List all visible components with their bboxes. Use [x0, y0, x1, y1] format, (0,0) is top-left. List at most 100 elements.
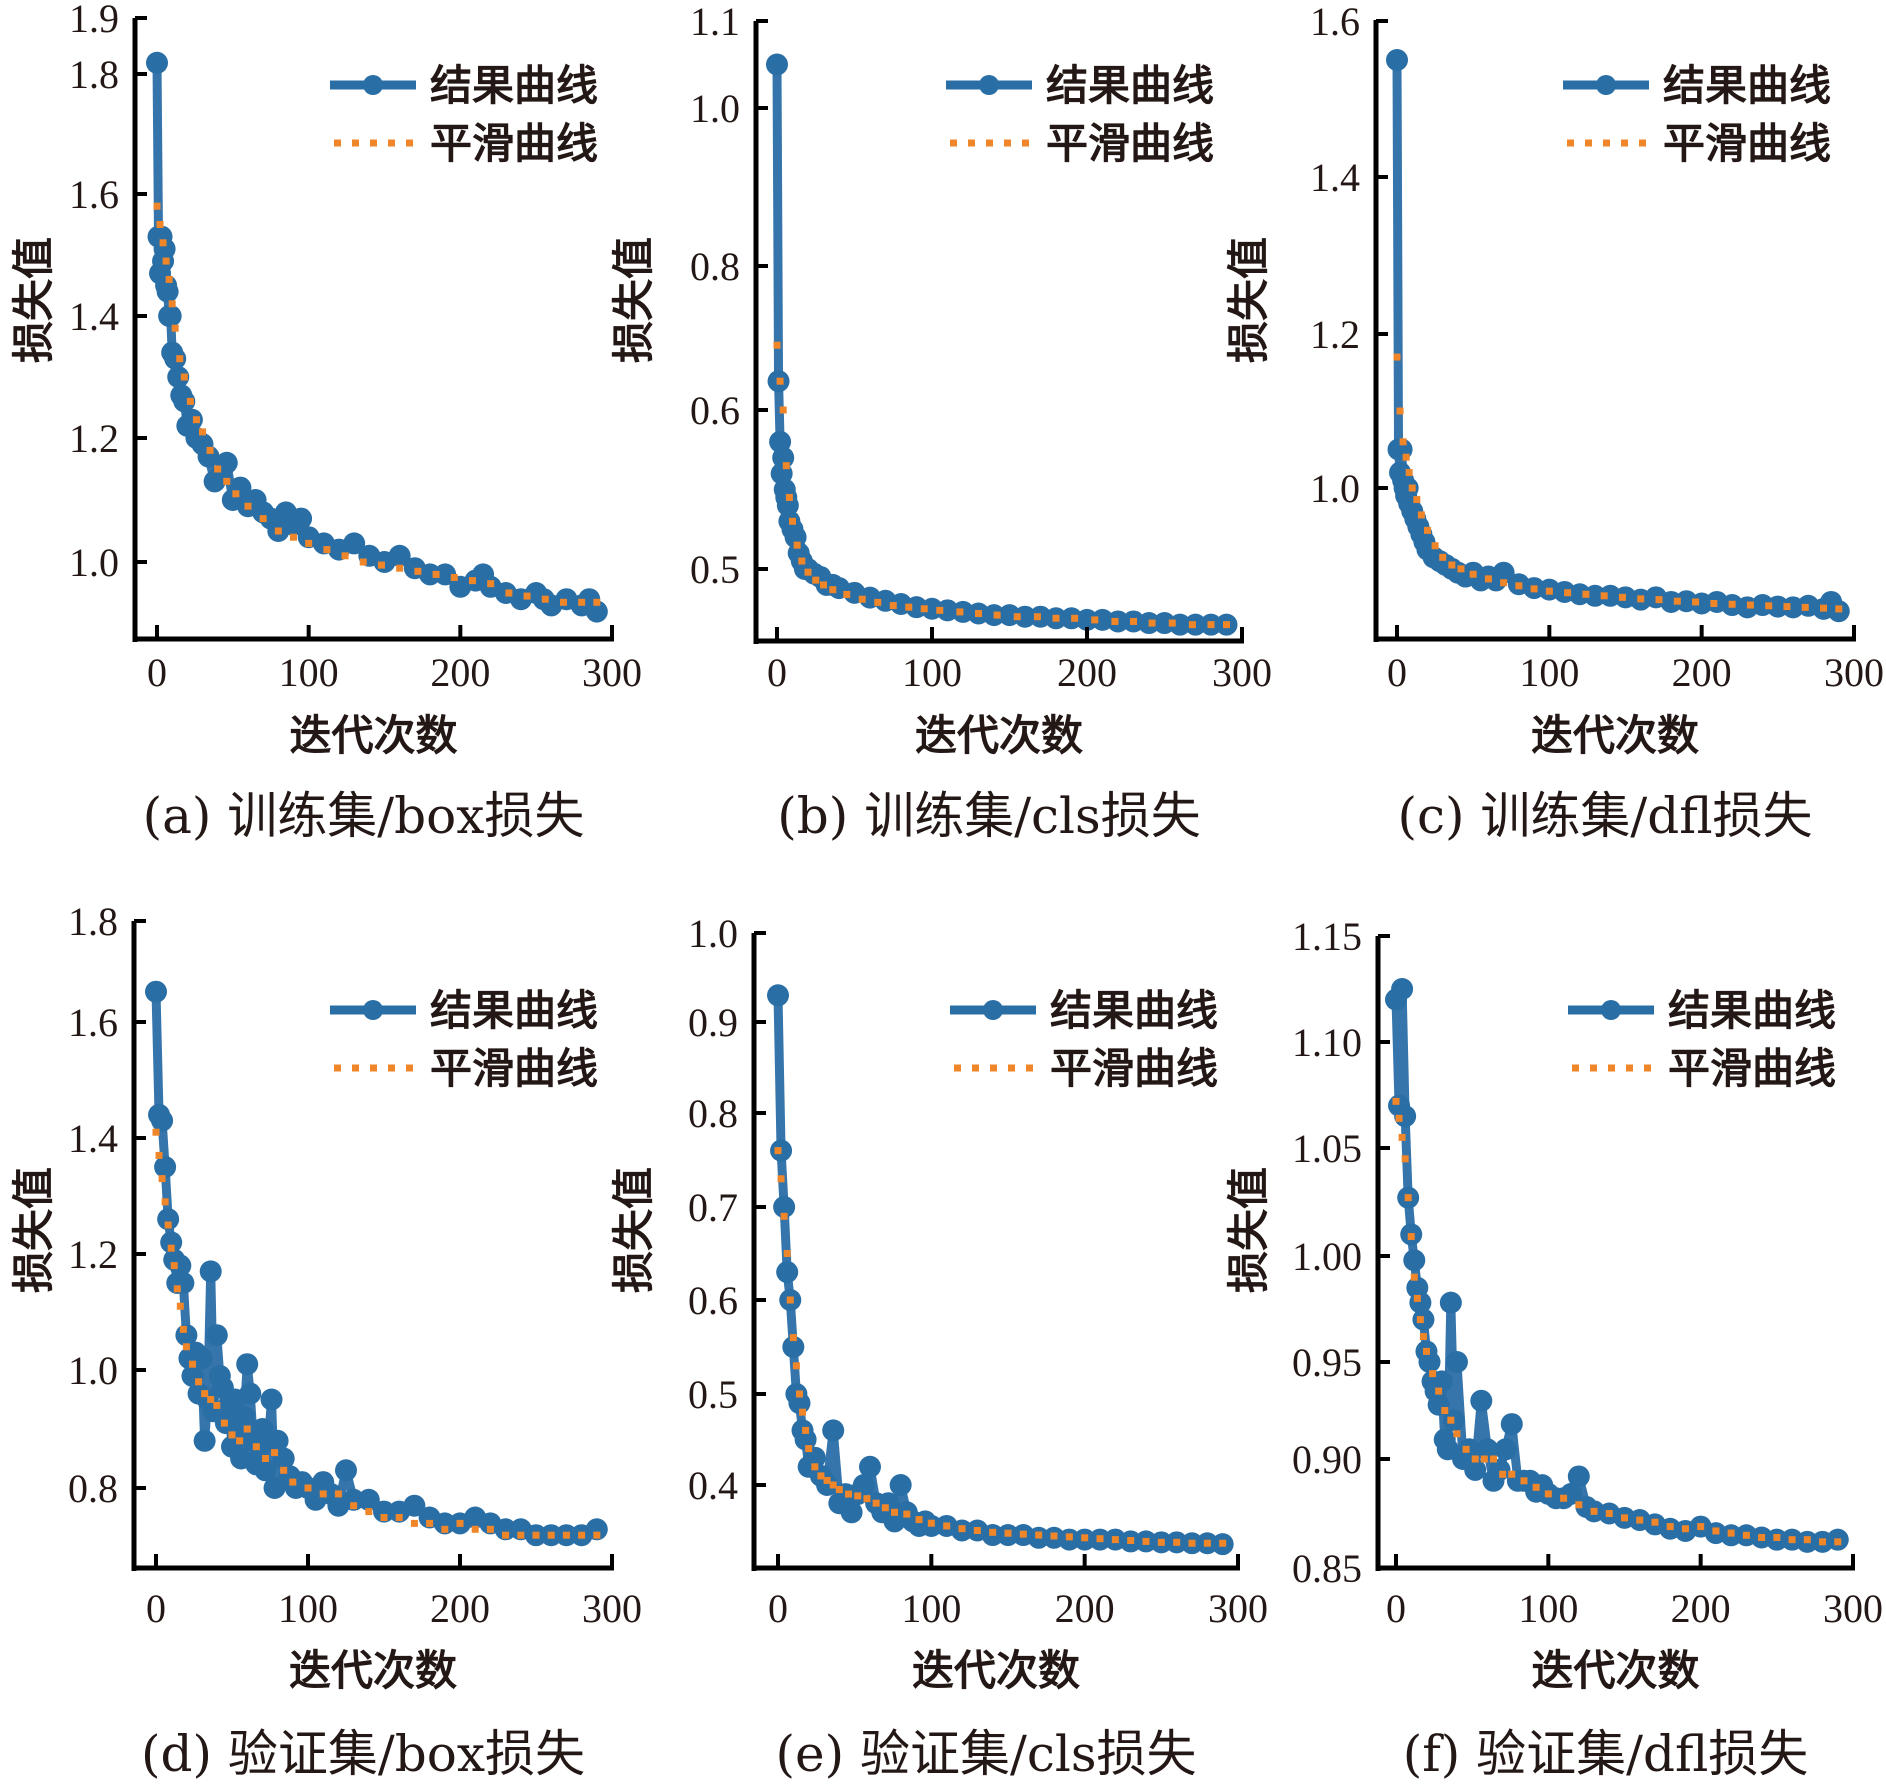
- smooth-point: [774, 1147, 782, 1155]
- smooth-point: [341, 552, 349, 560]
- smooth-point: [811, 1463, 819, 1471]
- smooth-point: [426, 1519, 434, 1527]
- legend-smooth-dot-icon: [972, 1064, 979, 1072]
- panel-caption: (e) 验证集/cls损失: [776, 1725, 1197, 1783]
- x-tick-label: 300: [1824, 650, 1884, 695]
- smooth-point: [1600, 592, 1608, 600]
- result-point: [1445, 1351, 1468, 1373]
- smooth-point: [799, 1408, 807, 1416]
- y-tick-label: 1.9: [69, 0, 119, 41]
- smooth-point: [943, 1522, 951, 1530]
- y-tick-label: 0.5: [688, 1372, 738, 1417]
- x-tick-label: 300: [1208, 1586, 1268, 1631]
- x-tick-label: 200: [1671, 1586, 1731, 1631]
- result-point: [767, 984, 789, 1007]
- result-point: [153, 237, 176, 260]
- y-tick-label: 1.0: [68, 1348, 118, 1393]
- smooth-point: [1417, 511, 1425, 519]
- smooth-point: [547, 1531, 555, 1539]
- smooth-point: [1142, 1537, 1150, 1545]
- result-point: [290, 507, 313, 530]
- smooth-point: [1398, 1133, 1406, 1141]
- smooth-point: [1392, 1097, 1400, 1105]
- x-tick-label: 0: [1387, 650, 1407, 695]
- smooth-point: [179, 1325, 187, 1333]
- smooth-point: [593, 598, 601, 606]
- result-point: [1567, 1465, 1590, 1488]
- result-point: [164, 347, 187, 370]
- result-point: [1492, 561, 1515, 584]
- smooth-point: [167, 1244, 175, 1252]
- legend-smooth-dot-icon: [954, 1064, 961, 1072]
- y-axis-title: 损失值: [9, 1167, 58, 1293]
- smooth-point: [1532, 1483, 1540, 1491]
- result-point: [1391, 978, 1414, 1000]
- smooth-point: [523, 592, 531, 600]
- smooth-point: [789, 517, 796, 525]
- y-axis-title: 损失值: [1224, 237, 1273, 363]
- panel-caption: (c) 训练集/dfl损失: [1397, 787, 1812, 845]
- x-tick-label: 0: [1386, 1586, 1406, 1631]
- smooth-point: [1401, 1155, 1409, 1163]
- result-point: [239, 1382, 262, 1405]
- y-tick-label: 0.6: [688, 1278, 738, 1323]
- legend-result-marker-icon: [1601, 1000, 1621, 1020]
- smooth-point: [1033, 613, 1041, 621]
- smooth-point: [874, 598, 882, 606]
- legend-result-marker-icon: [363, 75, 383, 95]
- y-tick-label: 1.00: [1292, 1234, 1362, 1279]
- smooth-point: [786, 1296, 794, 1304]
- legend-result-marker-icon: [979, 75, 999, 95]
- result-point: [433, 1512, 456, 1535]
- result-point: [822, 1419, 845, 1442]
- legend-result-marker-icon: [983, 1000, 1003, 1020]
- legend-smooth-dot-icon: [1608, 1064, 1615, 1072]
- legend-smooth-dot-icon: [1022, 139, 1029, 147]
- result-point: [889, 1474, 912, 1496]
- result-point: [494, 1518, 517, 1541]
- panel-e: 0.4 0.5 0.6 0.7 0.8 0.9 1.0 0 100 200 300 迭代次数 损失值 (e…: [609, 911, 1268, 1783]
- smooth-point: [395, 1514, 403, 1521]
- legend-smooth-label: 平滑曲线: [1046, 119, 1214, 168]
- y-tick-label: 0.4: [688, 1463, 738, 1508]
- x-tick-label: 100: [902, 650, 962, 695]
- x-tick-label: 100: [278, 1586, 338, 1631]
- x-tick-label: 200: [430, 1586, 490, 1631]
- smooth-point: [1692, 598, 1700, 606]
- y-tick-label: 0.90: [1292, 1437, 1362, 1482]
- legend-result-label: 结果曲线: [430, 986, 598, 1035]
- legend-smooth-dot-icon: [1004, 139, 1011, 147]
- legend-smooth-dot-icon: [990, 1064, 997, 1072]
- result-point: [1439, 1291, 1462, 1314]
- smooth-point: [1413, 496, 1421, 504]
- smooth-point: [1393, 353, 1401, 361]
- smooth-point: [1052, 614, 1060, 622]
- smooth-point: [1560, 1494, 1568, 1502]
- result-point: [773, 1196, 796, 1218]
- result-point: [266, 1429, 289, 1452]
- smooth-point: [199, 428, 206, 436]
- smooth-point: [1407, 1233, 1415, 1241]
- x-axis-title: 迭代次数: [289, 1646, 457, 1695]
- smooth-point: [1203, 1539, 1211, 1547]
- smooth-point: [854, 1492, 862, 1500]
- result-point: [254, 1459, 277, 1482]
- smooth-point: [1399, 438, 1407, 446]
- y-axis-title: 损失值: [1224, 1167, 1273, 1293]
- smooth-point: [773, 341, 781, 349]
- result-point: [233, 1406, 256, 1429]
- smooth-point: [927, 1519, 935, 1527]
- result-point: [199, 1260, 222, 1283]
- smooth-point: [156, 221, 164, 228]
- smooth-point: [1410, 1273, 1418, 1281]
- smooth-point: [1111, 1536, 1119, 1544]
- smooth-point: [207, 1396, 215, 1403]
- smooth-point: [153, 202, 161, 210]
- legend-smooth-label: 平滑曲线: [430, 119, 598, 168]
- smooth-point: [835, 1486, 843, 1494]
- smooth-point: [195, 1378, 203, 1386]
- legend-smooth-dot-icon: [388, 139, 395, 147]
- result-point: [357, 1488, 380, 1511]
- result-point: [263, 1477, 286, 1499]
- result-point: [816, 1474, 839, 1496]
